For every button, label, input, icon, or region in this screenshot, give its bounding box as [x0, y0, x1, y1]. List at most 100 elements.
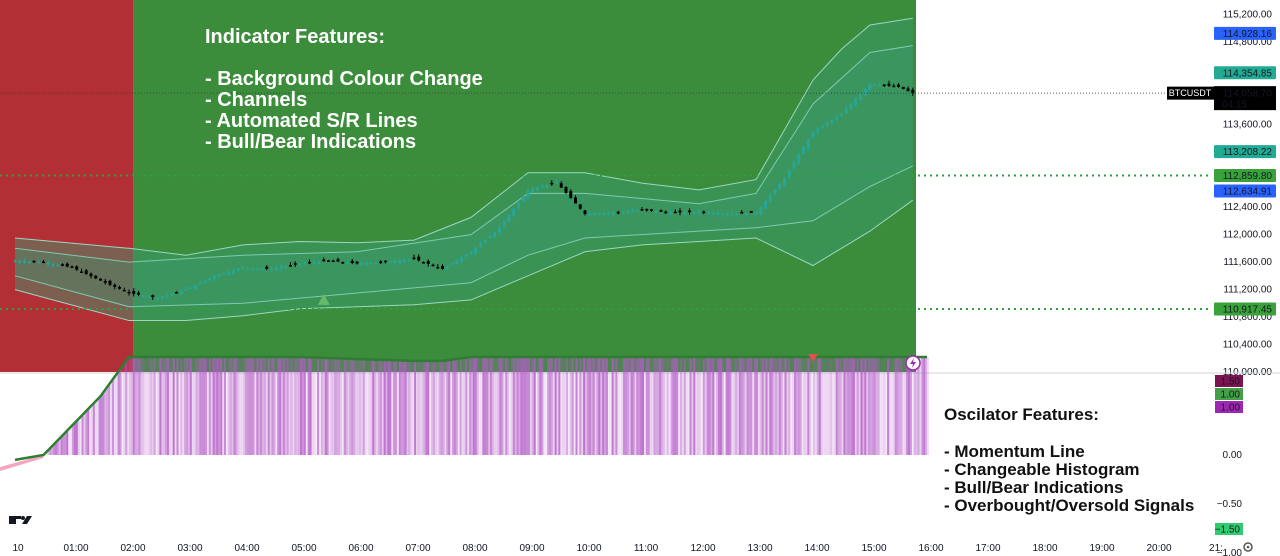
histogram-bar [518, 357, 521, 455]
histogram-bar [925, 357, 928, 455]
histogram-bar [208, 357, 211, 455]
time-tick-label: 04:00 [234, 543, 259, 554]
histogram-bar [110, 383, 112, 455]
candle-body [403, 259, 406, 262]
osc-label-text: −1.50 [1215, 525, 1241, 536]
histogram-bar [642, 357, 644, 455]
histogram-bar [210, 357, 213, 455]
candle-body [526, 189, 530, 199]
histogram-bar [839, 357, 842, 455]
histogram-bar [372, 359, 375, 455]
price-label-badge[interactable] [1214, 184, 1276, 198]
histogram-bar [474, 357, 477, 455]
histogram-bar [455, 359, 458, 455]
price-label-badge[interactable] [1214, 145, 1276, 159]
histogram-bar [543, 357, 546, 455]
oscillator-axis[interactable]: 0.500.00−0.50−1.001.501.001.00−1.50 [1215, 375, 1243, 556]
candle-body [198, 282, 202, 285]
histogram-bar [493, 357, 496, 455]
histogram-bar [600, 357, 603, 455]
histogram-bar [471, 357, 473, 455]
histogram-bar [146, 357, 149, 455]
histogram-bar [187, 357, 190, 455]
osc-label-badge[interactable] [1215, 375, 1243, 387]
histogram-bar [438, 360, 441, 455]
histogram-bar [119, 370, 122, 455]
histogram-bar [125, 362, 128, 455]
price-label-badge[interactable] [1214, 302, 1276, 316]
osc-label-badge[interactable] [1215, 523, 1243, 535]
time-tick-label: 18:00 [1032, 543, 1057, 554]
histogram-bar [307, 357, 310, 455]
histogram-bar [575, 357, 578, 455]
oscillator-feature-item: - Overbought/Oversold Signals [944, 496, 1194, 515]
histogram-bar [377, 359, 380, 455]
histogram-bar [113, 377, 116, 455]
histogram-bar [421, 360, 424, 455]
time-tick-label: 10:00 [576, 543, 601, 554]
histogram-bar [376, 359, 378, 455]
histogram-bar [708, 357, 711, 455]
histogram-bar [792, 357, 795, 455]
price-label-badge[interactable] [1214, 66, 1276, 80]
histogram-bar [927, 357, 929, 455]
histogram-bar [535, 357, 538, 455]
histogram-bar [263, 357, 266, 455]
histogram-bar [818, 357, 821, 455]
histogram-bar [780, 357, 783, 455]
last-price-badge[interactable] [1214, 86, 1276, 111]
candle-body [308, 261, 311, 264]
candle-body [650, 209, 653, 211]
histogram-bar [913, 357, 916, 455]
alert-icon[interactable] [905, 355, 921, 371]
price-label-badge[interactable] [1214, 26, 1276, 40]
histogram-bar [364, 359, 367, 455]
histogram-bar [737, 357, 739, 455]
time-axis[interactable]: 10 01:00 02:00 03:00 04:00 05:00 06:00 07:00 08:… [12, 543, 1223, 554]
histogram-bar [700, 357, 703, 455]
osc-label-badge[interactable] [1215, 401, 1243, 413]
histogram-bar [624, 357, 627, 455]
histogram-bar [661, 357, 663, 455]
histogram-bar [159, 357, 162, 455]
histogram-bar [712, 357, 715, 455]
candle-body [669, 212, 672, 215]
candle-body [711, 212, 715, 215]
histogram-bar [752, 357, 755, 455]
price-label-badge[interactable] [1214, 169, 1276, 183]
histogram-bar [301, 357, 304, 455]
histogram-bar [756, 357, 758, 455]
osc-label-badge[interactable] [1215, 388, 1243, 400]
settings-icon[interactable] [1243, 542, 1253, 552]
histogram-bar [746, 357, 749, 455]
candle-body [336, 259, 340, 262]
price-tick-label: 112,400.00 [1223, 202, 1273, 213]
histogram-bar [151, 357, 154, 455]
histogram-bar [111, 380, 114, 455]
histogram-bar [326, 357, 329, 455]
histogram-bar [748, 357, 751, 455]
histogram-bar [592, 357, 595, 455]
time-tick-label: 01:00 [63, 543, 88, 554]
time-tick-label: 08:00 [462, 543, 487, 554]
logo-mark [9, 516, 16, 524]
tradingview-logo[interactable] [9, 516, 32, 524]
histogram-bar [157, 357, 160, 455]
histogram-bar [651, 357, 654, 455]
candle-body [37, 261, 41, 264]
histogram-bar [833, 357, 836, 455]
candle-body [816, 128, 820, 133]
histogram-bar [214, 357, 217, 455]
candle-body [564, 187, 568, 193]
histogram-bar [856, 357, 859, 455]
histogram-bar [262, 357, 264, 455]
histogram-bar [552, 357, 555, 455]
histogram-bar [423, 360, 426, 455]
symbol-badge[interactable] [1167, 86, 1214, 100]
histogram-bar [336, 358, 339, 455]
histogram-bar [467, 357, 470, 455]
histogram-bar [73, 423, 76, 455]
histogram-bar [225, 357, 228, 455]
histogram-bar [51, 447, 54, 455]
